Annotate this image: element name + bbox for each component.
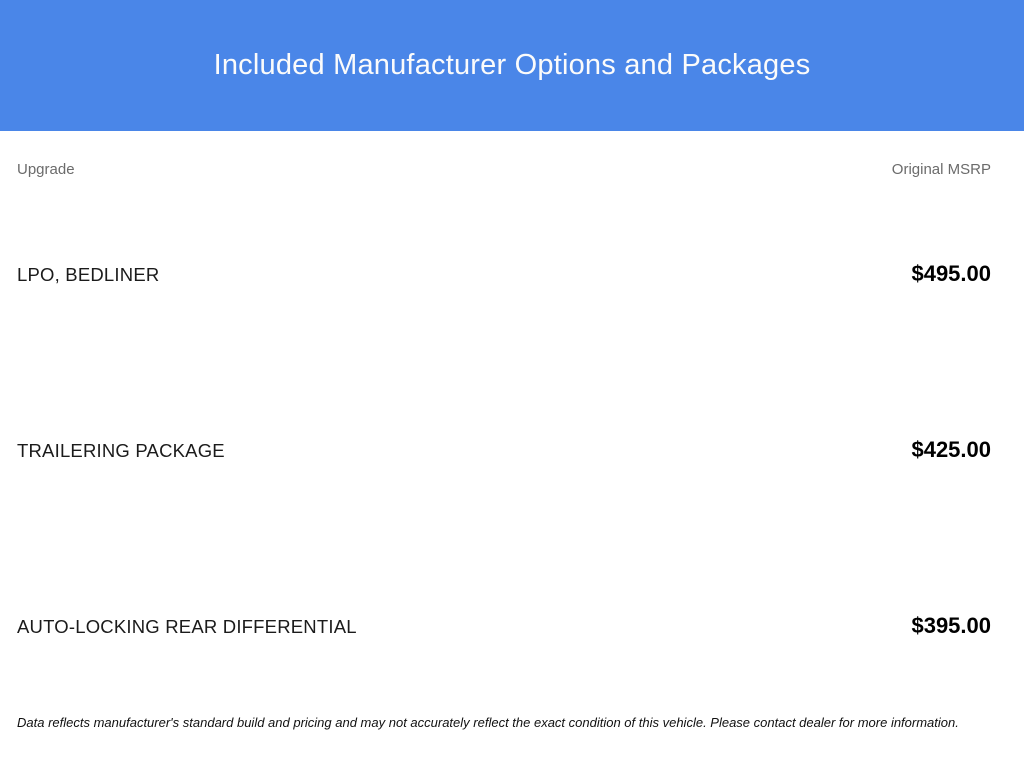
upgrade-name: LPO, BEDLINER [17, 264, 160, 285]
column-header-original-msrp: Original MSRP [891, 161, 991, 178]
table-row: LPO, BEDLINER $495.00 [17, 261, 991, 288]
upgrade-name: AUTO-LOCKING REAR DIFFERENTIAL [17, 616, 357, 637]
table-header-row: Upgrade Original MSRP [17, 161, 991, 179]
upgrade-price: $425.00 [911, 437, 991, 462]
table-row: AUTO-LOCKING REAR DIFFERENTIAL $395.00 [17, 613, 991, 640]
disclaimer-text: Data reflects manufacturer's standard bu… [17, 715, 959, 730]
upgrade-price: $495.00 [911, 261, 991, 286]
page-title: Included Manufacturer Options and Packag… [213, 49, 811, 81]
options-table: Upgrade Original MSRP LPO, BEDLINER $495… [0, 161, 1024, 731]
upgrade-price: $395.00 [911, 613, 991, 638]
upgrade-name: TRAILERING PACKAGE [17, 440, 225, 461]
column-header-upgrade: Upgrade [17, 161, 75, 178]
table-row: TRAILERING PACKAGE $425.00 [17, 437, 991, 464]
options-banner: Included Manufacturer Options and Packag… [0, 0, 1024, 131]
